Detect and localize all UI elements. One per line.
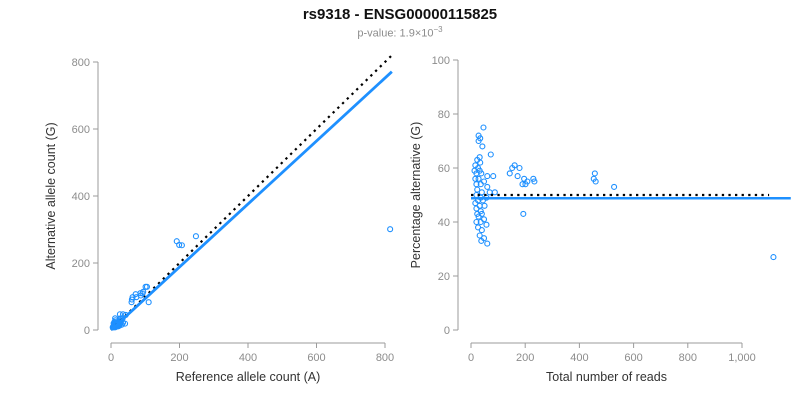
- y-tick-label: 0: [84, 325, 90, 337]
- y-tick-label: 60: [438, 163, 450, 175]
- data-point: [487, 151, 494, 158]
- data-point: [132, 291, 139, 298]
- data-point: [483, 221, 490, 228]
- y-tick-label: 20: [438, 271, 450, 283]
- chart-subtitle: p-value: 1.9×10−3: [0, 25, 800, 40]
- data-point: [480, 124, 487, 131]
- data-point: [478, 227, 485, 234]
- data-point: [478, 237, 485, 244]
- x-tick-label: 800: [679, 352, 697, 364]
- data-point: [770, 254, 777, 261]
- data-point: [176, 241, 183, 248]
- x-axis-title: Total number of reads: [546, 370, 667, 384]
- x-tick-label: 800: [376, 352, 394, 364]
- y-tick-label: 40: [438, 217, 450, 229]
- data-point: [473, 218, 480, 226]
- data-point: [475, 137, 482, 145]
- x-tick-label: 200: [170, 352, 188, 364]
- x-tick-label: 600: [307, 352, 325, 364]
- data-point: [481, 202, 488, 209]
- pvalue-text: p-value: 1.9×10: [357, 27, 434, 40]
- data-point: [178, 242, 185, 249]
- data-point: [121, 320, 129, 327]
- data-point: [519, 181, 526, 188]
- regression-line: [110, 70, 393, 332]
- y-tick-label: 800: [72, 57, 90, 69]
- y-tick-label: 80: [438, 109, 450, 121]
- data-point: [480, 178, 488, 185]
- data-point: [531, 178, 538, 185]
- y-axis-title: Percentage alternative (G): [409, 122, 423, 269]
- y-tick-label: 0: [444, 325, 450, 337]
- pvalue-exponent: −3: [433, 25, 443, 34]
- data-point: [472, 175, 479, 182]
- data-point: [521, 175, 528, 182]
- data-point: [490, 173, 497, 180]
- x-tick-label: 0: [468, 352, 474, 364]
- data-point: [478, 170, 485, 177]
- data-point: [477, 159, 484, 166]
- x-tick-label: 400: [239, 352, 257, 364]
- data-point: [514, 173, 521, 180]
- x-tick-label: 0: [108, 352, 114, 364]
- x-tick-label: 200: [516, 352, 534, 364]
- data-point: [484, 183, 491, 190]
- data-point: [475, 213, 482, 220]
- identity-line: [110, 52, 395, 331]
- data-point: [479, 143, 486, 150]
- data-point: [145, 299, 152, 306]
- data-point: [472, 200, 479, 207]
- data-point: [476, 232, 483, 239]
- data-point: [143, 283, 151, 290]
- data-point: [522, 181, 529, 188]
- data-point: [484, 173, 491, 180]
- data-point: [511, 162, 518, 169]
- y-tick-label: 200: [72, 258, 90, 270]
- data-point: [192, 233, 199, 240]
- x-tick-label: 1,000: [728, 352, 756, 364]
- data-point: [478, 189, 485, 196]
- y-tick-label: 100: [432, 55, 450, 67]
- data-point: [484, 240, 491, 247]
- data-point: [491, 189, 498, 196]
- y-axis-title: Alternative allele count (G): [44, 122, 58, 269]
- data-point: [520, 210, 527, 217]
- data-point: [139, 290, 146, 297]
- data-point: [128, 299, 135, 306]
- data-point: [477, 218, 484, 226]
- data-point: [506, 170, 513, 177]
- data-point: [516, 164, 523, 172]
- data-point: [480, 216, 488, 223]
- x-tick-label: 400: [570, 352, 588, 364]
- data-point: [475, 175, 482, 182]
- data-point: [477, 181, 484, 188]
- data-point: [387, 226, 394, 233]
- data-point: [119, 311, 127, 318]
- chart-title: rs9318 - ENSG00000115825: [302, 6, 498, 23]
- data-point: [476, 202, 483, 209]
- data-point: [592, 178, 599, 185]
- data-point: [591, 170, 598, 177]
- data-point: [611, 183, 618, 190]
- y-tick-label: 600: [72, 124, 90, 136]
- x-axis-title: Reference allele count (A): [176, 370, 321, 384]
- y-tick-label: 400: [72, 191, 90, 203]
- x-tick-label: 600: [624, 352, 642, 364]
